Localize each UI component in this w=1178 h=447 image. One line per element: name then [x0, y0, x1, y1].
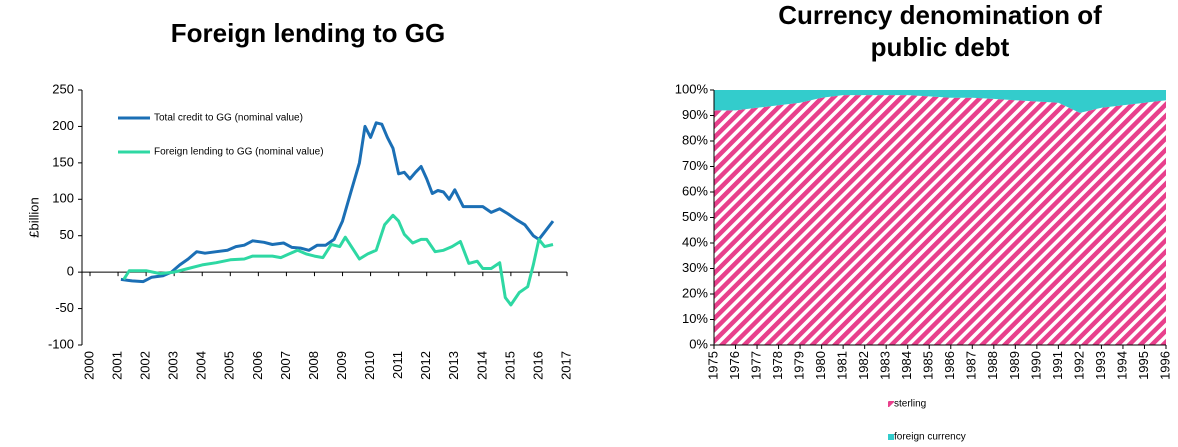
x-tick-label: 1979: [792, 351, 807, 380]
y-tick-label: 20%: [682, 285, 708, 300]
legend-label: Foreign lending to GG (nominal value): [154, 147, 324, 158]
x-tick-label: 2001: [109, 351, 124, 380]
x-tick-label: 2007: [278, 351, 293, 380]
x-tick-label: 1980: [813, 351, 828, 380]
legend-swatch: [888, 434, 894, 440]
x-tick-label: 1992: [1071, 351, 1086, 380]
x-tick-label: 2006: [250, 351, 265, 380]
x-tick-label: 1981: [835, 351, 850, 380]
x-tick-label: 2008: [306, 351, 321, 380]
x-tick-label: 1975: [705, 351, 720, 380]
x-tick-label: 2015: [502, 351, 517, 380]
y-tick-label: 30%: [682, 260, 708, 275]
x-tick-label: 1977: [748, 351, 763, 380]
x-tick-label: 1982: [856, 351, 871, 380]
y-tick-label: 0%: [689, 336, 708, 351]
x-tick-label: 2012: [418, 351, 433, 380]
x-tick-label: 2014: [474, 351, 489, 380]
y-tick-label: -50: [55, 300, 74, 315]
x-tick-label: 1983: [878, 351, 893, 380]
x-tick-label: 1988: [985, 351, 1000, 380]
y-tick-label: 40%: [682, 234, 708, 249]
y-tick-label: 150: [52, 154, 74, 169]
x-tick-label: 1978: [770, 351, 785, 380]
x-tick-label: 2010: [362, 351, 377, 380]
legend-swatch: [888, 401, 894, 407]
x-tick-label: 1986: [942, 351, 957, 380]
y-tick-label: 250: [52, 81, 74, 96]
y-tick-label: 200: [52, 118, 74, 133]
line: [120, 121, 555, 284]
x-tick-label: 2017: [558, 351, 573, 380]
x-tick-label: 1987: [964, 351, 979, 380]
x-tick-label: 1985: [921, 351, 936, 380]
x-tick-label: 2009: [334, 351, 349, 380]
y-tick-label: 100%: [675, 81, 709, 96]
x-tick-label: 1990: [1028, 351, 1043, 380]
x-tick-label: 2002: [138, 351, 153, 380]
x-tick-label: 2011: [390, 351, 405, 379]
y-tick-label: 100: [52, 191, 74, 206]
x-tick-label: 1989: [1007, 351, 1022, 380]
y-tick-label: -100: [48, 336, 74, 351]
y-tick-label: 10%: [682, 311, 708, 326]
x-tick-label: 1995: [1136, 351, 1151, 380]
x-tick-label: 2005: [222, 351, 237, 380]
line: [122, 213, 554, 307]
x-tick-label: 2004: [194, 351, 209, 380]
y-tick-label: 50: [60, 227, 74, 242]
x-tick-label: 2000: [81, 351, 96, 380]
legend-label: Total credit to GG (nominal value): [154, 113, 303, 124]
y-tick-label: 50%: [682, 209, 708, 224]
x-tick-label: 2016: [530, 351, 545, 380]
legend-label: foreign currency: [894, 432, 966, 443]
y-tick-label: 70%: [682, 158, 708, 173]
x-tick-label: 1993: [1093, 351, 1108, 380]
y-tick-label: 0: [67, 264, 74, 279]
x-tick-label: 1996: [1157, 351, 1172, 380]
legend-label: sterling: [894, 399, 926, 410]
title-line: Currency denomination of: [778, 0, 1102, 30]
y-tick-label: 60%: [682, 183, 708, 198]
x-tick-label: 2013: [446, 351, 461, 380]
y-axis-label: £billion: [26, 197, 41, 237]
x-tick-label: 1976: [727, 351, 742, 380]
x-tick-label: 1991: [1050, 351, 1065, 380]
x-tick-label: 1984: [899, 351, 914, 380]
chart-title: Currency denomination of public debt: [778, 0, 1102, 62]
area: [714, 90, 1166, 113]
y-tick-label: 90%: [682, 107, 708, 122]
x-tick-label: 2003: [166, 351, 181, 380]
area: [714, 95, 1166, 345]
title-line: public debt: [871, 32, 1010, 62]
x-tick-label: 1994: [1114, 351, 1129, 380]
y-tick-label: 80%: [682, 132, 708, 147]
chart-title: Foreign lending to GG: [171, 18, 445, 48]
